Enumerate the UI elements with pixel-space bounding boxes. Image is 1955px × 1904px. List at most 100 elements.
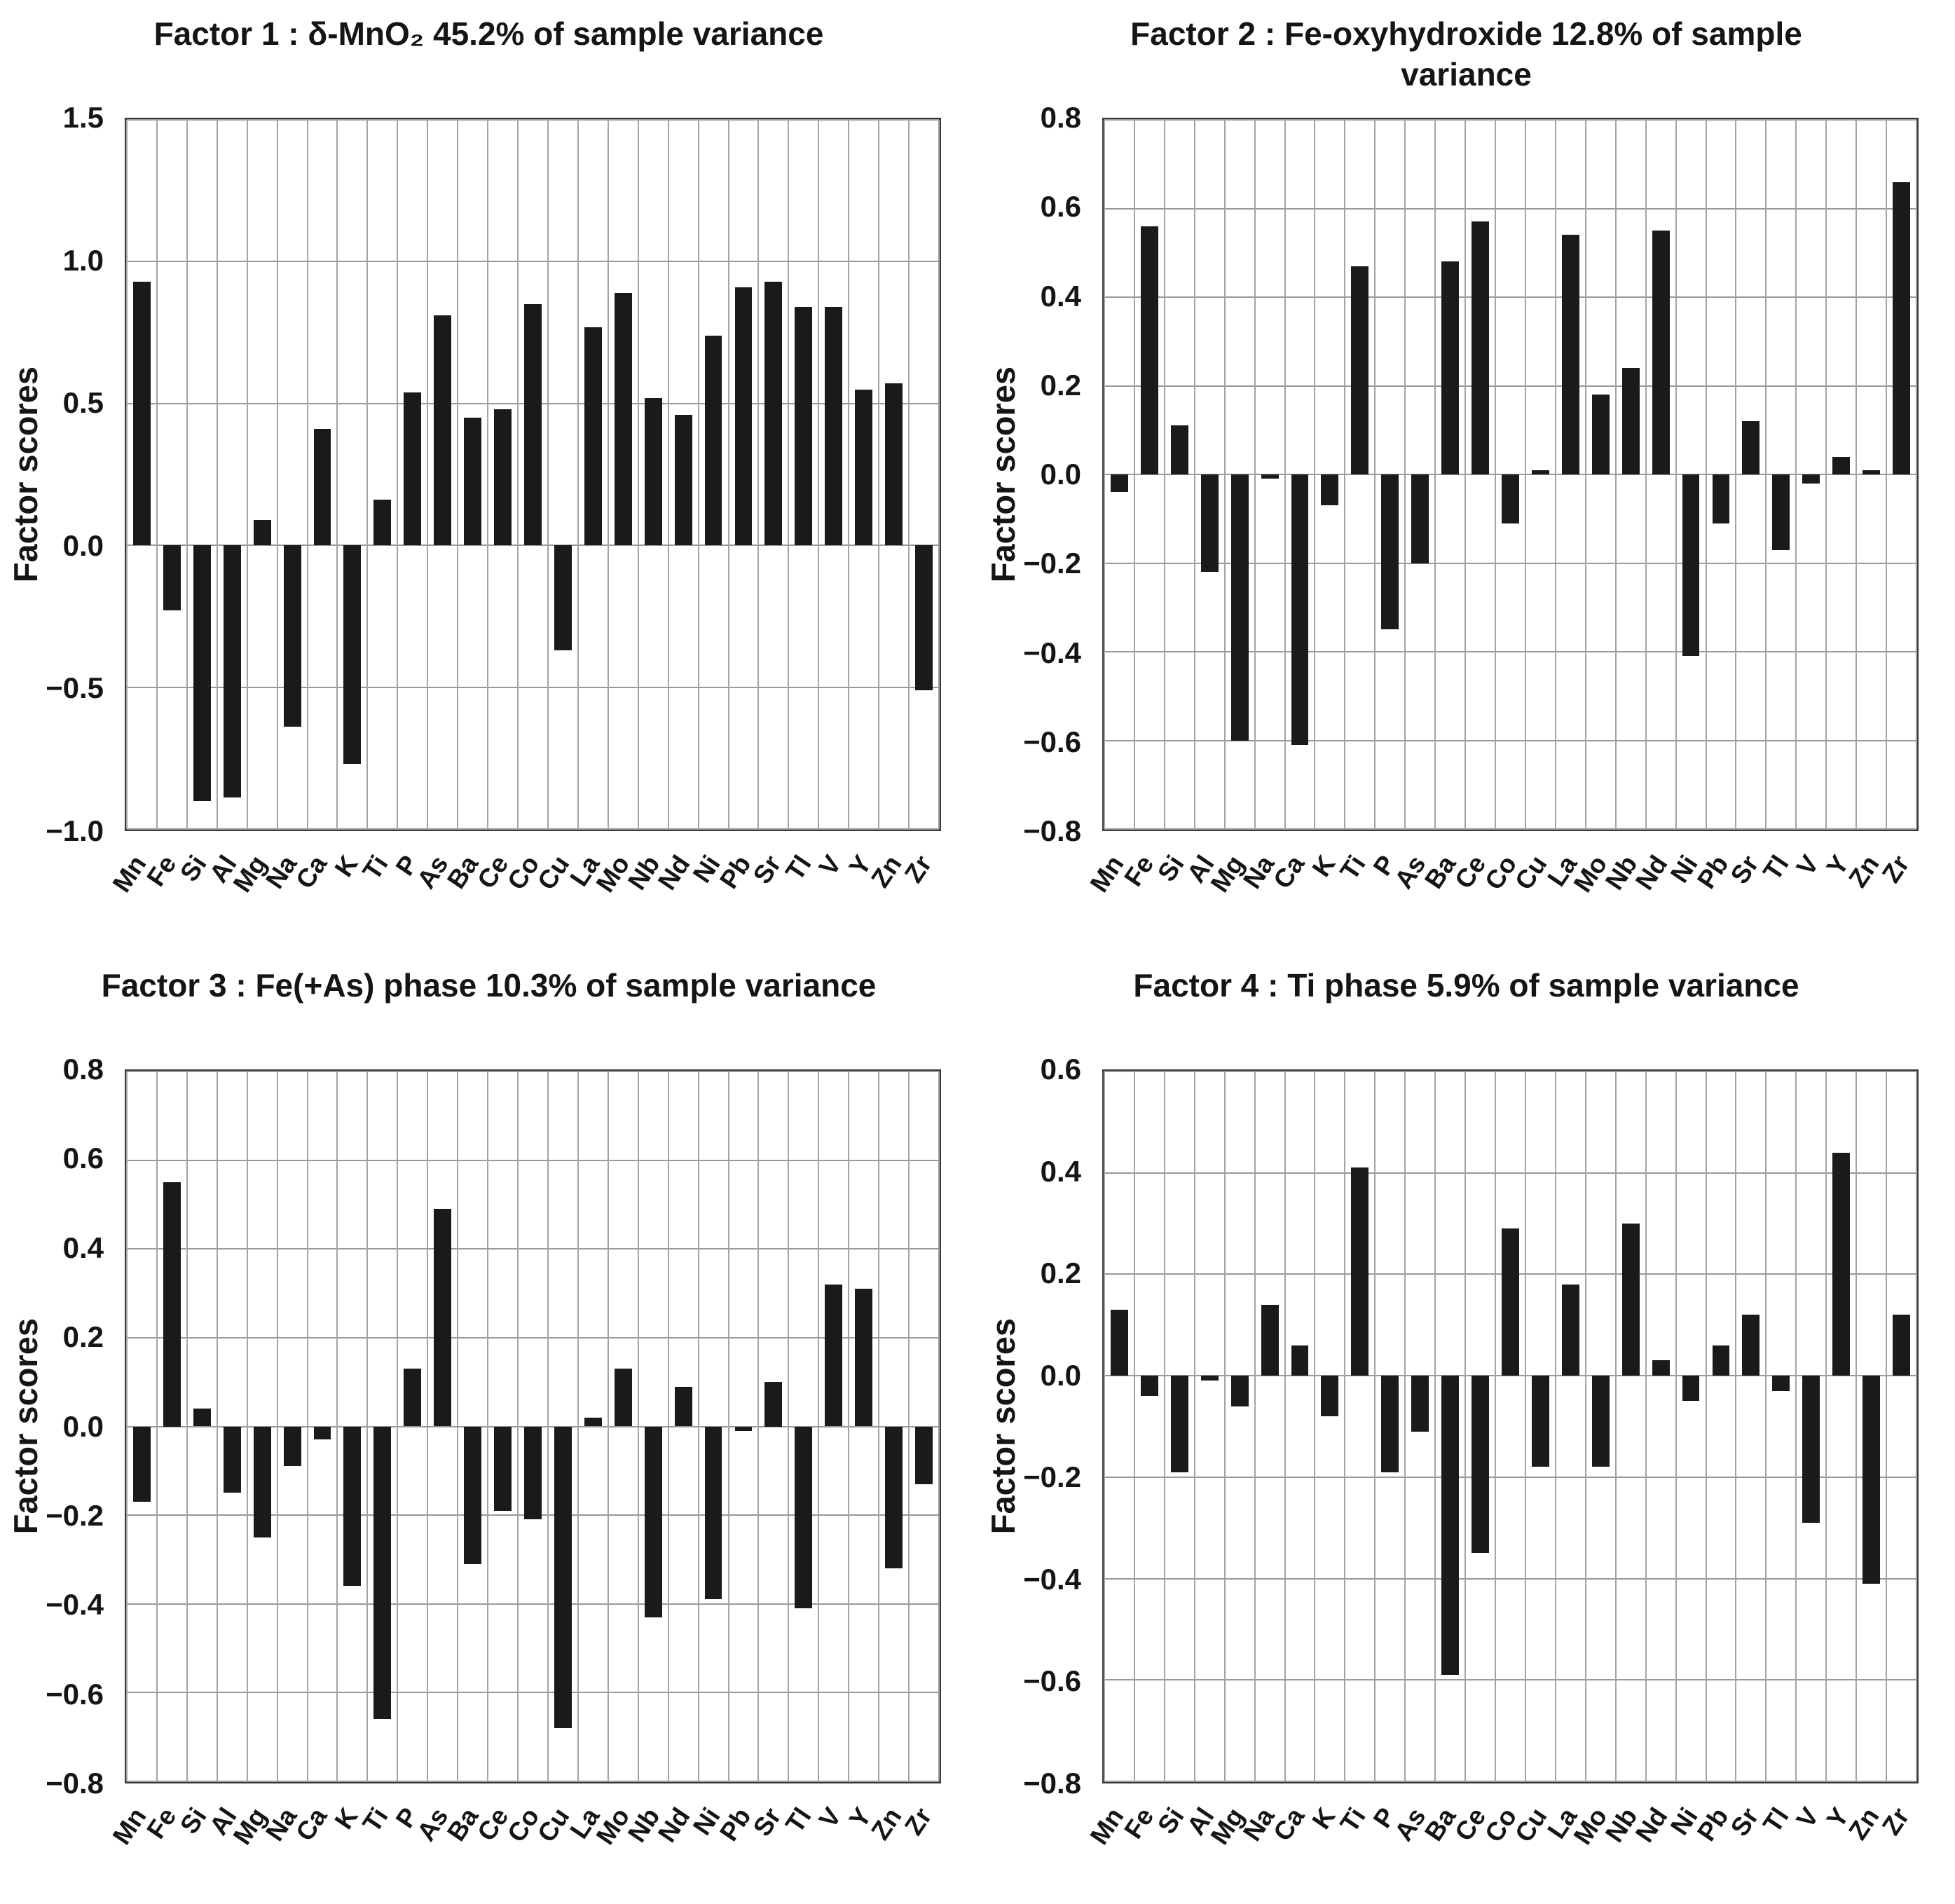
gridline-vertical [1855, 120, 1858, 829]
y-tick-label: −0.6 [46, 1677, 104, 1711]
gridline-vertical [1254, 1071, 1256, 1781]
bar-sr [1742, 421, 1760, 474]
gridline-vertical [1133, 1071, 1135, 1781]
gridline-vertical [697, 1071, 699, 1781]
chart-title: Factor 4 : Ti phase 5.9% of sample varia… [1133, 967, 1799, 1004]
bar-ba [1441, 261, 1460, 474]
bar-zn [885, 1426, 903, 1569]
y-axis-ticks: 0.8 0.6 0.4 0.2 0.0 −0.2 −0.4 −0.6 −0.8 [978, 101, 1091, 847]
gridline-horizontal [1104, 1375, 1916, 1377]
gridline-horizontal [1104, 651, 1916, 652]
bar-zn [885, 383, 903, 546]
bar-ce [1472, 1376, 1490, 1554]
bar-p [1381, 1376, 1399, 1472]
gridline-vertical [397, 120, 399, 829]
gridline-horizontal [127, 545, 939, 547]
bar-cu [1531, 470, 1549, 474]
bar-k [1321, 474, 1339, 506]
y-tick-label: −0.8 [1023, 814, 1081, 847]
gridline-vertical [1916, 1071, 1917, 1781]
gridline-vertical [1614, 1071, 1617, 1781]
x-axis-labels: Mn Fe Si Al Mg Na Ca K Ti P As Ba Ce Co Cu La Mo Nb Nd Ni Pb… [1084, 831, 1919, 952]
bar-ca [313, 429, 331, 546]
gridline-horizontal [127, 1781, 939, 1782]
gridline-vertical [1404, 120, 1406, 829]
gridline-vertical [487, 120, 489, 829]
gridline-vertical [1434, 120, 1436, 829]
bar-tl [1772, 1376, 1790, 1391]
gridline-vertical [306, 120, 308, 829]
bar-fe [163, 1182, 181, 1427]
gridline-vertical [908, 120, 910, 829]
bar-nb [1621, 368, 1640, 474]
bar-co [1502, 474, 1519, 523]
gridline-horizontal [1104, 828, 1916, 830]
chart-title: Factor 2 : Fe-oxyhydroxide 12.8% of samp… [1130, 15, 1802, 93]
gridline-vertical [938, 1071, 940, 1781]
gridline-vertical [186, 1071, 188, 1781]
bar-la [1561, 1284, 1579, 1376]
gridline-horizontal [127, 1248, 939, 1250]
y-tick-label: 0.0 [1040, 1358, 1081, 1392]
chart-factor-1: Factor 1 : δ-MnO₂ 45.2% of sample varian… [0, 0, 978, 952]
gridline-vertical [1705, 1071, 1707, 1781]
bar-si [193, 1409, 211, 1427]
bar-na [1261, 474, 1279, 479]
gridline-vertical [1284, 120, 1286, 829]
bar-as [1411, 474, 1429, 563]
bar-nb [1621, 1224, 1640, 1376]
y-axis-ticks: 0.8 0.6 0.4 0.2 0.0 −0.2 −0.4 −0.6 −0.8 [0, 1053, 114, 1800]
bar-ba [464, 418, 482, 546]
y-tick-label: 0.2 [1040, 368, 1081, 402]
bar-v [825, 1284, 843, 1427]
gridline-vertical [1223, 1071, 1226, 1781]
y-tick-label: 0.6 [1040, 1053, 1081, 1085]
gridline-vertical [1344, 1071, 1346, 1781]
gridline-vertical [517, 120, 519, 829]
bar-nd [1652, 231, 1670, 474]
gridline-vertical [577, 120, 579, 829]
bar-co [524, 1426, 542, 1520]
bar-pb [1712, 1345, 1730, 1376]
y-tick-label: 1.0 [62, 243, 104, 277]
bar-fe [163, 545, 181, 611]
bar-nd [674, 1386, 692, 1427]
bar-zr [915, 545, 933, 690]
bar-si [193, 545, 211, 801]
bar-ti [1351, 266, 1369, 474]
x-axis-labels: Mn Fe Si Al Mg Na Ca K Ti P As Ba Ce Co Cu La Mo Nb Nd Ni Pb… [1084, 1783, 1919, 1904]
gridline-vertical [788, 120, 790, 829]
gridline-horizontal [127, 1159, 939, 1161]
gridline-vertical [246, 120, 248, 829]
bar-pb [1712, 474, 1730, 523]
gridline-vertical [306, 1071, 308, 1781]
gridline-horizontal [1104, 739, 1916, 741]
gridline-vertical [1584, 120, 1586, 829]
gridline-horizontal [1104, 1071, 1916, 1072]
bar-zr [915, 1426, 933, 1484]
gridline-vertical [878, 1071, 880, 1781]
gridline-vertical [1314, 1071, 1316, 1781]
bar-cu [554, 545, 572, 650]
gridline-vertical [848, 1071, 850, 1781]
gridline-vertical [788, 1071, 790, 1781]
bar-na [283, 545, 301, 727]
bar-nd [674, 414, 692, 546]
gridline-horizontal [127, 1071, 939, 1072]
gridline-vertical [878, 120, 880, 829]
gridline-vertical [848, 120, 850, 829]
gridline-vertical [1825, 120, 1827, 829]
gridline-horizontal [1104, 1172, 1916, 1174]
gridline-vertical [1735, 1071, 1737, 1781]
y-tick-label: −0.2 [1023, 1460, 1081, 1494]
bar-la [584, 1417, 602, 1427]
bar-v [1802, 474, 1820, 484]
gridline-horizontal [127, 686, 939, 688]
y-tick-label: 0.2 [1040, 1256, 1081, 1290]
bar-zn [1863, 470, 1881, 474]
bar-y [1832, 456, 1851, 474]
bar-nb [644, 397, 662, 546]
gridline-vertical [577, 1071, 579, 1781]
gridline-vertical [457, 120, 459, 829]
gridline-horizontal [127, 1603, 939, 1605]
